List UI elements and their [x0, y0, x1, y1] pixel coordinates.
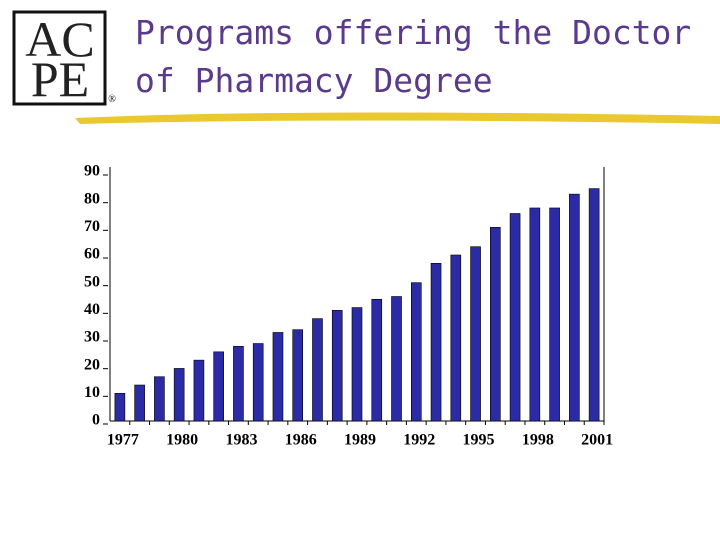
- bar: [292, 329, 304, 422]
- bar: [430, 262, 442, 422]
- y-tick-label: 10: [84, 384, 100, 401]
- x-tick-label: 1983: [225, 432, 257, 449]
- bar: [410, 282, 422, 422]
- bar: [371, 298, 383, 422]
- bar: [193, 359, 205, 422]
- bar: [213, 351, 224, 422]
- bar: [450, 254, 462, 422]
- y-tick-label: 60: [84, 246, 100, 263]
- x-tick-label: 1995: [463, 432, 495, 449]
- y-tick-label: 30: [84, 329, 100, 346]
- bar: [569, 193, 580, 422]
- bar: [312, 318, 323, 422]
- bar: [173, 368, 185, 422]
- logo-top: AC: [25, 11, 94, 67]
- y-tick-label: 0: [92, 412, 100, 429]
- logo-bottom: PE: [31, 51, 89, 107]
- x-tick-label: 1992: [403, 432, 435, 449]
- bar: [549, 207, 560, 422]
- bar: [272, 332, 284, 422]
- y-tick-label: 20: [84, 356, 100, 373]
- title-underline: [75, 112, 720, 124]
- bar: [509, 213, 521, 422]
- bar: [252, 343, 264, 422]
- x-tick-label: 1977: [107, 432, 139, 449]
- y-tick-label: 90: [84, 163, 100, 180]
- y-tick-label: 40: [84, 301, 100, 318]
- bar: [233, 345, 244, 422]
- bar: [391, 296, 402, 422]
- bar: [114, 393, 126, 422]
- bar: [588, 188, 600, 422]
- y-tick-label: 50: [84, 273, 100, 290]
- logo-mark: ®: [108, 94, 116, 105]
- x-tick-label: 1986: [285, 432, 317, 449]
- bar: [470, 246, 481, 422]
- logo-frame: [12, 10, 107, 106]
- title-line: Programs offering the Doctor: [135, 13, 691, 52]
- bar: [529, 207, 541, 422]
- x-tick-label: 2001: [581, 432, 613, 449]
- bar: [490, 227, 501, 422]
- y-tick-label: 70: [84, 218, 100, 235]
- x-tick-label: 1980: [166, 432, 198, 449]
- x-tick-label: 1998: [522, 432, 554, 449]
- y-tick-label: 80: [84, 190, 100, 207]
- title-line: of Pharmacy Degree: [135, 61, 493, 100]
- bar: [134, 384, 145, 422]
- x-tick-label: 1989: [344, 432, 376, 449]
- bar: [331, 310, 343, 422]
- plot: 0 10 20 30 40 50 60 70 80 90 1977 1980 1983 1986 1989 1…: [84, 163, 613, 449]
- bar: [154, 376, 165, 422]
- bar: [351, 307, 363, 422]
